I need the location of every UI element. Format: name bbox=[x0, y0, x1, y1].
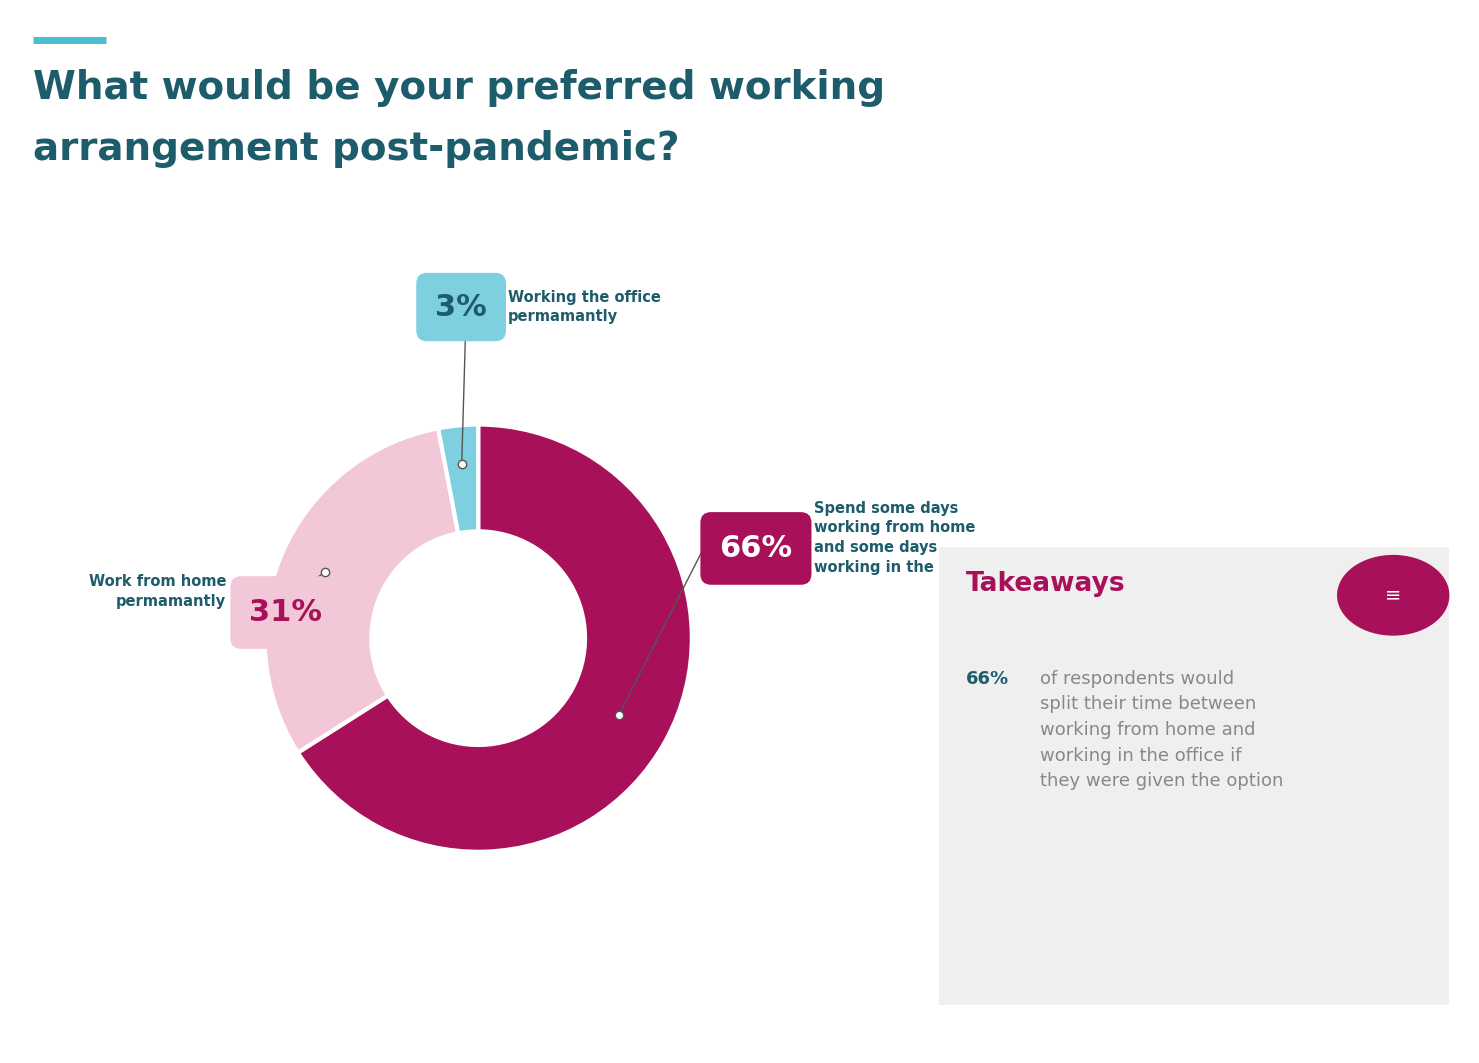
Text: Work from home
permamantly: Work from home permamantly bbox=[89, 574, 226, 608]
Text: 3%: 3% bbox=[435, 292, 487, 321]
Text: ≡: ≡ bbox=[1384, 586, 1402, 605]
Text: 66%: 66% bbox=[966, 670, 1009, 688]
Text: 66%: 66% bbox=[719, 534, 793, 563]
FancyBboxPatch shape bbox=[701, 512, 812, 585]
Wedge shape bbox=[438, 424, 478, 534]
Text: What would be your preferred working: What would be your preferred working bbox=[33, 69, 884, 107]
Text: 31%: 31% bbox=[250, 598, 322, 627]
Text: arrangement post-pandemic?: arrangement post-pandemic? bbox=[33, 130, 679, 168]
Text: Spend some days
working from home
and some days
working in the office: Spend some days working from home and so… bbox=[813, 501, 985, 575]
FancyBboxPatch shape bbox=[231, 576, 342, 648]
Text: Working the office
permamantly: Working the office permamantly bbox=[509, 289, 661, 324]
Wedge shape bbox=[265, 428, 458, 753]
Text: of respondents would
split their time between
working from home and
working in t: of respondents would split their time be… bbox=[1040, 670, 1284, 791]
FancyBboxPatch shape bbox=[416, 273, 506, 341]
Text: Takeaways: Takeaways bbox=[966, 571, 1126, 596]
Wedge shape bbox=[297, 424, 692, 851]
